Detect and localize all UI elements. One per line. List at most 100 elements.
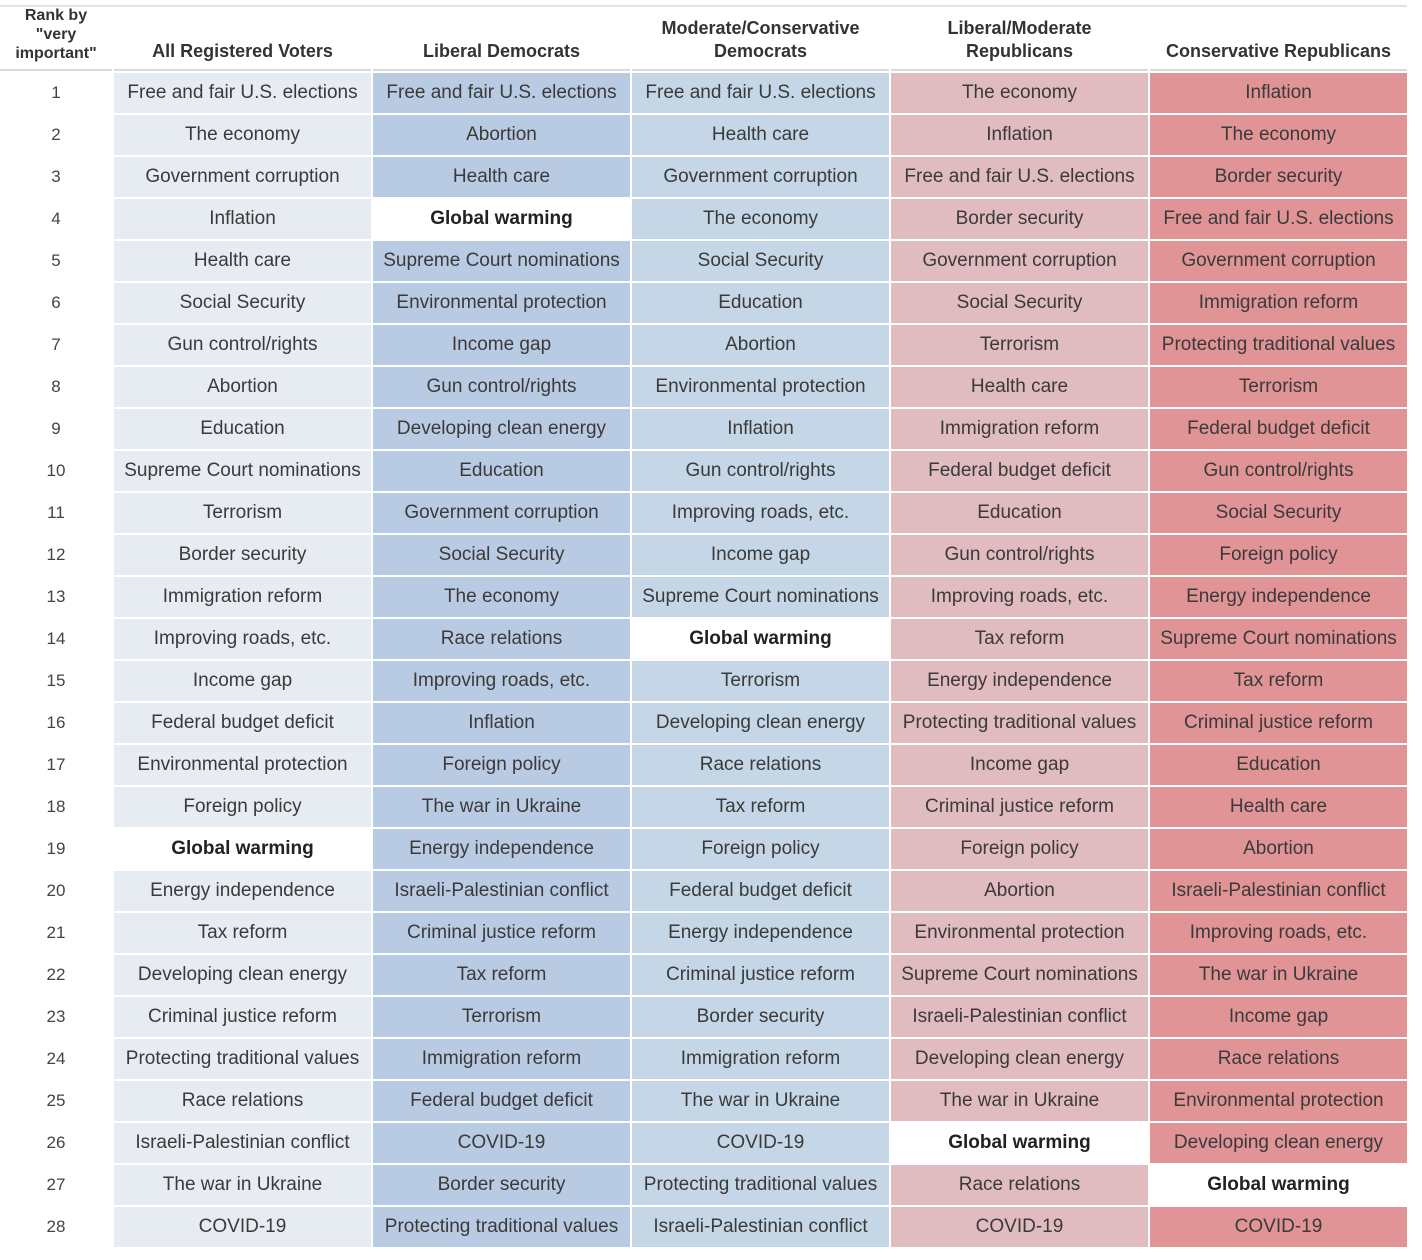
issue-cell: Education [632,283,889,323]
issue-cell: Immigration reform [373,1039,630,1079]
issue-cell: Health care [114,241,371,281]
issue-cell: Social Security [1150,493,1407,533]
issue-cell: Inflation [114,199,371,239]
rank-number: 24 [46,1049,66,1068]
rank-header: Rank by "very important" [0,7,112,71]
issue-cell: Terrorism [373,997,630,1037]
issue-cell: The economy [114,115,371,155]
issue-cell: Energy independence [373,829,630,869]
issue-cell: Improving roads, etc. [891,577,1148,617]
issue-cell: Income gap [373,325,630,365]
issue-cell: Education [373,451,630,491]
rank-number: 12 [46,545,66,564]
column-header: Moderate/Conservative Democrats [632,7,889,71]
rank-number: 8 [51,377,61,396]
rank-number: 5 [51,251,61,270]
issue-cell: Race relations [891,1165,1148,1205]
issue-cell: Global warming [114,829,371,869]
issue-cell: Supreme Court nominations [114,451,371,491]
issue-cell: Gun control/rights [373,367,630,407]
issue-cell: Health care [1150,787,1407,827]
issue-cell: Education [1150,745,1407,785]
issue-cell: Global warming [891,1123,1148,1163]
issue-cell: Border security [632,997,889,1037]
issue-cell: The war in Ukraine [114,1165,371,1205]
issue-cell: Protecting traditional values [891,703,1148,743]
issue-cell: Health care [632,115,889,155]
issue-cell: Improving roads, etc. [1150,913,1407,953]
issue-cell: Israeli-Palestinian conflict [891,997,1148,1037]
issue-cell: Environmental protection [1150,1081,1407,1121]
issue-cell: The economy [891,73,1148,113]
issue-cell: Government corruption [114,157,371,197]
issue-cell: Supreme Court nominations [632,577,889,617]
issue-cell: Education [114,409,371,449]
issue-cell: Criminal justice reform [373,913,630,953]
issue-cell: Gun control/rights [632,451,889,491]
issue-cell: Supreme Court nominations [373,241,630,281]
issue-cell: Inflation [373,703,630,743]
issue-cell: Improving roads, etc. [632,493,889,533]
issue-cell: Foreign policy [1150,535,1407,575]
issue-cell: Border security [891,199,1148,239]
issue-cell: Gun control/rights [891,535,1148,575]
rank-number: 23 [46,1007,66,1026]
issue-cell: Global warming [373,199,630,239]
issue-cell: Gun control/rights [114,325,371,365]
issue-cell: Free and fair U.S. elections [1150,199,1407,239]
issue-cell: Protecting traditional values [1150,325,1407,365]
issue-cell: The war in Ukraine [1150,955,1407,995]
issue-cell: Abortion [114,367,371,407]
rank-number: 18 [46,797,66,816]
issue-cell: Abortion [891,871,1148,911]
column-header: Liberal/Moderate Republicans [891,7,1148,71]
issue-cell: Inflation [1150,73,1407,113]
issue-cell: Improving roads, etc. [373,661,630,701]
rank-number: 11 [47,503,65,522]
issue-cell: Terrorism [632,661,889,701]
rank-number: 28 [46,1217,66,1236]
issue-cell: Social Security [114,283,371,323]
rank-number: 7 [51,335,61,354]
issue-cell: Tax reform [114,913,371,953]
issue-cell: Free and fair U.S. elections [632,73,889,113]
issue-cell: Abortion [1150,829,1407,869]
issue-cell: COVID-19 [632,1123,889,1163]
issue-cell: Criminal justice reform [891,787,1148,827]
issue-cell: Protecting traditional values [373,1207,630,1247]
issue-cell: Global warming [632,619,889,659]
rank-number: 10 [46,461,66,480]
rank-number: 13 [46,587,66,606]
issue-cell: Free and fair U.S. elections [114,73,371,113]
issue-cell: Israeli-Palestinian conflict [632,1207,889,1247]
issue-cell: Tax reform [373,955,630,995]
issue-cell: Foreign policy [373,745,630,785]
issue-cell: Energy independence [1150,577,1407,617]
issue-cell: Health care [373,157,630,197]
issue-cell: The war in Ukraine [373,787,630,827]
rank-number: 6 [51,293,61,312]
rank-number: 21 [46,923,66,942]
issue-cell: Race relations [1150,1039,1407,1079]
issue-cell: Energy independence [632,913,889,953]
issue-cell: Social Security [891,283,1148,323]
rank-number: 1 [51,83,61,102]
issue-cell: Energy independence [114,871,371,911]
issue-cell: Border security [373,1165,630,1205]
issue-cell: Developing clean energy [1150,1123,1407,1163]
issue-cell: Income gap [1150,997,1407,1037]
issue-cell: Income gap [632,535,889,575]
issue-cell: Race relations [373,619,630,659]
issue-cell: Federal budget deficit [373,1081,630,1121]
issue-cell: Tax reform [1150,661,1407,701]
rank-number: 15 [46,671,66,690]
issue-cell: Supreme Court nominations [891,955,1148,995]
issue-cell: Environmental protection [891,913,1148,953]
column-header: All Registered Voters [114,7,371,71]
issue-cell: Protecting traditional values [632,1165,889,1205]
issue-cell: Supreme Court nominations [1150,619,1407,659]
issue-cell: Tax reform [632,787,889,827]
issue-cell: Immigration reform [891,409,1148,449]
